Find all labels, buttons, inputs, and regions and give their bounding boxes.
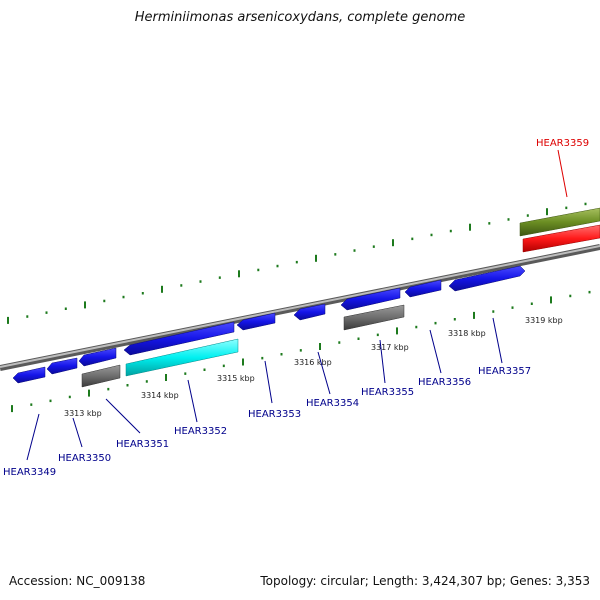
feature-f12[interactable]	[343, 304, 405, 331]
genome-title: Herminiimonas arsenicoxydans, complete g…	[134, 10, 466, 25]
genome-backbone	[0, 244, 600, 371]
lower-tick-track	[11, 290, 591, 413]
leader-hear3356	[429, 329, 442, 374]
feature-f7[interactable]	[340, 287, 401, 311]
gene-labels: HEAR3349 HEAR3350 HEAR3351 HEAR3352 HEAR…	[3, 138, 589, 478]
leader-hear3352	[187, 379, 198, 423]
genome-summary-text: Topology: circular; Length: 3,424,307 bp…	[260, 574, 590, 588]
gene-label-hear3357[interactable]: HEAR3357	[478, 366, 531, 377]
feature-f3[interactable]	[78, 347, 117, 367]
feature-f1[interactable]	[12, 366, 46, 384]
tick-label-3319: 3319 kbp	[525, 316, 563, 325]
tick-label-3318: 3318 kbp	[448, 329, 486, 338]
tick-label-3313: 3313 kbp	[64, 409, 102, 418]
feature-f10[interactable]	[81, 364, 121, 388]
leader-hear3357	[492, 317, 503, 364]
feature-f6[interactable]	[293, 303, 326, 321]
tick-label-3316: 3316 kbp	[294, 358, 332, 367]
gene-label-hear3353[interactable]: HEAR3353	[248, 409, 301, 420]
tick-label-3315: 3315 kbp	[217, 374, 255, 383]
tick-label-3314: 3314 kbp	[141, 391, 179, 400]
gene-label-hear3352[interactable]: HEAR3352	[174, 426, 227, 437]
gene-label-leaders	[26, 149, 568, 461]
feature-f14[interactable]	[522, 224, 600, 253]
leader-hear3354	[317, 351, 331, 395]
feature-f2[interactable]	[46, 357, 78, 375]
gene-label-hear3350[interactable]: HEAR3350	[58, 453, 111, 464]
gene-label-hear3349[interactable]: HEAR3349	[3, 467, 56, 478]
gene-features	[12, 207, 600, 388]
leader-hear3359	[557, 149, 568, 198]
accession-text: Accession: NC_009138	[9, 574, 146, 588]
leader-hear3355	[379, 339, 386, 384]
feature-f8[interactable]	[404, 279, 442, 298]
gene-label-hear3351[interactable]: HEAR3351	[116, 439, 169, 450]
feature-f9[interactable]	[448, 265, 526, 292]
leader-hear3350	[72, 417, 83, 448]
gene-label-hear3355[interactable]: HEAR3355	[361, 387, 414, 398]
leader-hear3349	[26, 413, 40, 461]
gene-label-hear3354[interactable]: HEAR3354	[306, 398, 359, 409]
gene-label-hear3359[interactable]: HEAR3359	[536, 138, 589, 149]
tick-label-3317: 3317 kbp	[371, 343, 409, 352]
feature-f11[interactable]	[125, 338, 239, 377]
gene-label-hear3356[interactable]: HEAR3356	[418, 377, 471, 388]
leader-hear3351	[105, 398, 141, 434]
tick-labels: 3313 kbp 3314 kbp 3315 kbp 3316 kbp 3317…	[64, 316, 563, 418]
feature-f4[interactable]	[123, 321, 235, 356]
upper-tick-track	[7, 202, 587, 324]
feature-f13[interactable]	[519, 207, 600, 237]
feature-f5[interactable]	[236, 312, 276, 331]
leader-hear3353	[264, 360, 273, 404]
